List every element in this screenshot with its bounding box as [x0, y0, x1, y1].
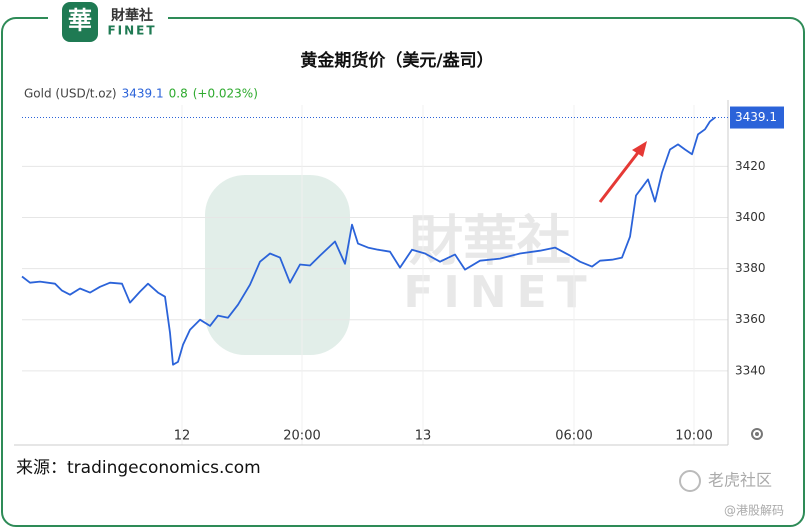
y-tick-label: 3360: [735, 312, 766, 326]
y-tick-label: 3380: [735, 261, 766, 275]
last-price-tag: [730, 106, 784, 129]
y-tick-label: 3420: [735, 159, 766, 173]
x-tick-label: 10:00: [675, 429, 712, 444]
gear-center[interactable]: [755, 432, 759, 436]
chart-title: 黄金期货价（美元/盎司）: [300, 50, 493, 71]
footer-handle: @港股解码: [724, 504, 784, 518]
watermark-name: 財華社: [409, 210, 571, 273]
x-tick-label: 13: [415, 429, 432, 444]
x-tick-label: 20:00: [283, 429, 320, 444]
arrow-head: [632, 141, 647, 157]
settings-icon[interactable]: [751, 428, 763, 440]
footer-brand: 老虎社区: [708, 471, 772, 490]
x-tick-label: 06:00: [555, 429, 592, 444]
plot: 3340 3360 3380 3400 3420 12 20:00 13 06:00 10:00 3…: [14, 100, 784, 446]
last-price-label: 3439.1: [735, 110, 777, 124]
x-tick-label: 12: [174, 429, 191, 444]
y-tick-label: 3400: [735, 210, 766, 224]
legend-change: 0.8: [169, 87, 188, 101]
legend-value: 3439.1: [122, 87, 164, 101]
watermark-icon: [205, 175, 350, 355]
legend-name: Gold (USD/t.oz): [24, 87, 117, 101]
source: 来源：tradingeconomics.com: [16, 458, 261, 478]
y-tick-label: 3340: [735, 363, 766, 377]
legend-change-pct: (+0.023%): [193, 87, 258, 101]
footer-icon: [679, 470, 701, 492]
logo-sub: FINET: [107, 24, 156, 38]
price-line: [21, 116, 716, 366]
arrow-shaft: [598, 149, 642, 203]
watermark: 財華社 FINET: [205, 175, 596, 355]
logo-icon: [62, 2, 98, 42]
logo-name: 財華社: [110, 7, 153, 24]
logo-glyph: 華: [68, 6, 92, 35]
card-border: [1, 17, 805, 527]
gear[interactable]: [751, 428, 763, 440]
watermark-sub: FINET: [403, 267, 596, 318]
